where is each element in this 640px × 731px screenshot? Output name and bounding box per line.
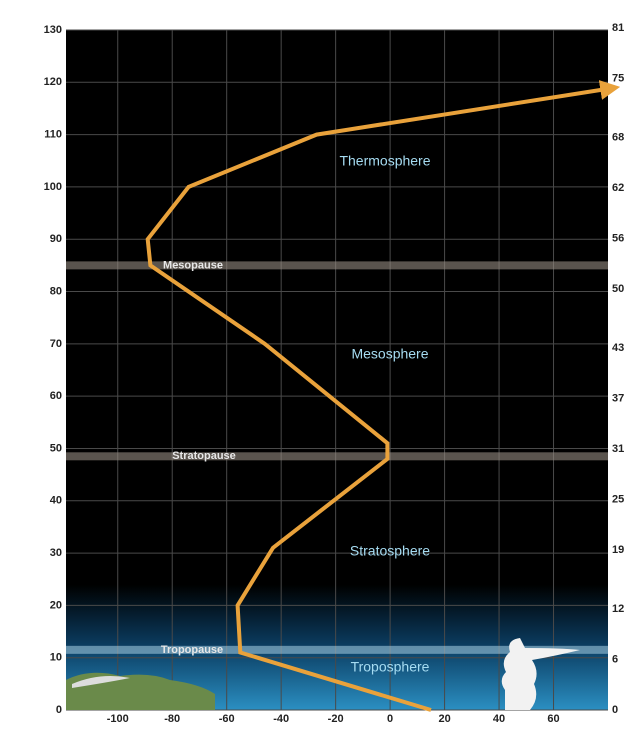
y-tick-label: 70 bbox=[50, 338, 62, 350]
x-tick-label: 60 bbox=[547, 713, 559, 725]
y-tick-label: 110 bbox=[44, 129, 62, 141]
x-tick-label: -60 bbox=[219, 713, 235, 725]
y-tick-label: 60 bbox=[50, 390, 62, 402]
y2-tick-label: 81 bbox=[612, 22, 624, 34]
snowcap bbox=[72, 676, 130, 688]
y2-tick-label: 75 bbox=[612, 73, 624, 85]
boundary-band bbox=[66, 452, 608, 461]
boundaries bbox=[66, 261, 608, 654]
x-tick-label: 0 bbox=[387, 713, 393, 725]
y-tick-label: 100 bbox=[44, 181, 62, 193]
y-tick-label: 50 bbox=[50, 442, 62, 454]
y-tick-label: 130 bbox=[44, 24, 62, 36]
y2-tick-label: 56 bbox=[612, 233, 624, 245]
boundary-band bbox=[66, 261, 608, 270]
y2-tick-label: 37 bbox=[612, 392, 624, 404]
y2-tick-label: 43 bbox=[612, 342, 624, 354]
y2-tick-label: 12 bbox=[612, 603, 624, 615]
y2-tick-label: 19 bbox=[612, 544, 624, 556]
temperature-line bbox=[145, 80, 621, 712]
layer-label: Mesosphere bbox=[351, 346, 428, 362]
grid bbox=[66, 29, 608, 711]
y-tick-label: 20 bbox=[50, 599, 62, 611]
boundary-label: Mesopause bbox=[163, 259, 223, 271]
y-tick-label: 120 bbox=[44, 76, 62, 88]
y-tick-label: 40 bbox=[50, 495, 62, 507]
x-tick-label: 20 bbox=[438, 713, 450, 725]
y2-tick-label: 50 bbox=[612, 283, 624, 295]
layer-label: Stratosphere bbox=[350, 543, 430, 559]
layer-label: Thermosphere bbox=[339, 153, 430, 169]
y2-tick-label: 68 bbox=[612, 131, 624, 143]
labels: Mesopause Stratopause Tropopause Thermosphe… bbox=[161, 153, 431, 675]
boundary-label: Tropopause bbox=[161, 644, 223, 656]
y2-tick-label: 6 bbox=[612, 653, 618, 665]
x-tick-label: -40 bbox=[273, 713, 289, 725]
y2-tick-label: 62 bbox=[612, 182, 624, 194]
boundary-band bbox=[66, 645, 608, 654]
x-tick-label: -20 bbox=[328, 713, 344, 725]
y2-tick-label: 31 bbox=[612, 443, 624, 455]
y-tick-label: 0 bbox=[56, 704, 62, 716]
y-tick-label: 10 bbox=[50, 652, 62, 664]
y-tick-label: 30 bbox=[50, 547, 62, 559]
boundary-label: Stratopause bbox=[172, 450, 236, 462]
y-tick-label: 80 bbox=[50, 285, 62, 297]
x-tick-label: -100 bbox=[107, 713, 129, 725]
y-tick-label: 90 bbox=[50, 233, 62, 245]
x-tick-label: -80 bbox=[164, 713, 180, 725]
y2-tick-label: 0 bbox=[612, 704, 618, 716]
cloud bbox=[501, 638, 580, 710]
lines bbox=[145, 80, 621, 712]
x-tick-label: 40 bbox=[493, 713, 505, 725]
y2-tick-label: 25 bbox=[612, 493, 624, 505]
layer-label: Troposphere bbox=[351, 659, 430, 675]
